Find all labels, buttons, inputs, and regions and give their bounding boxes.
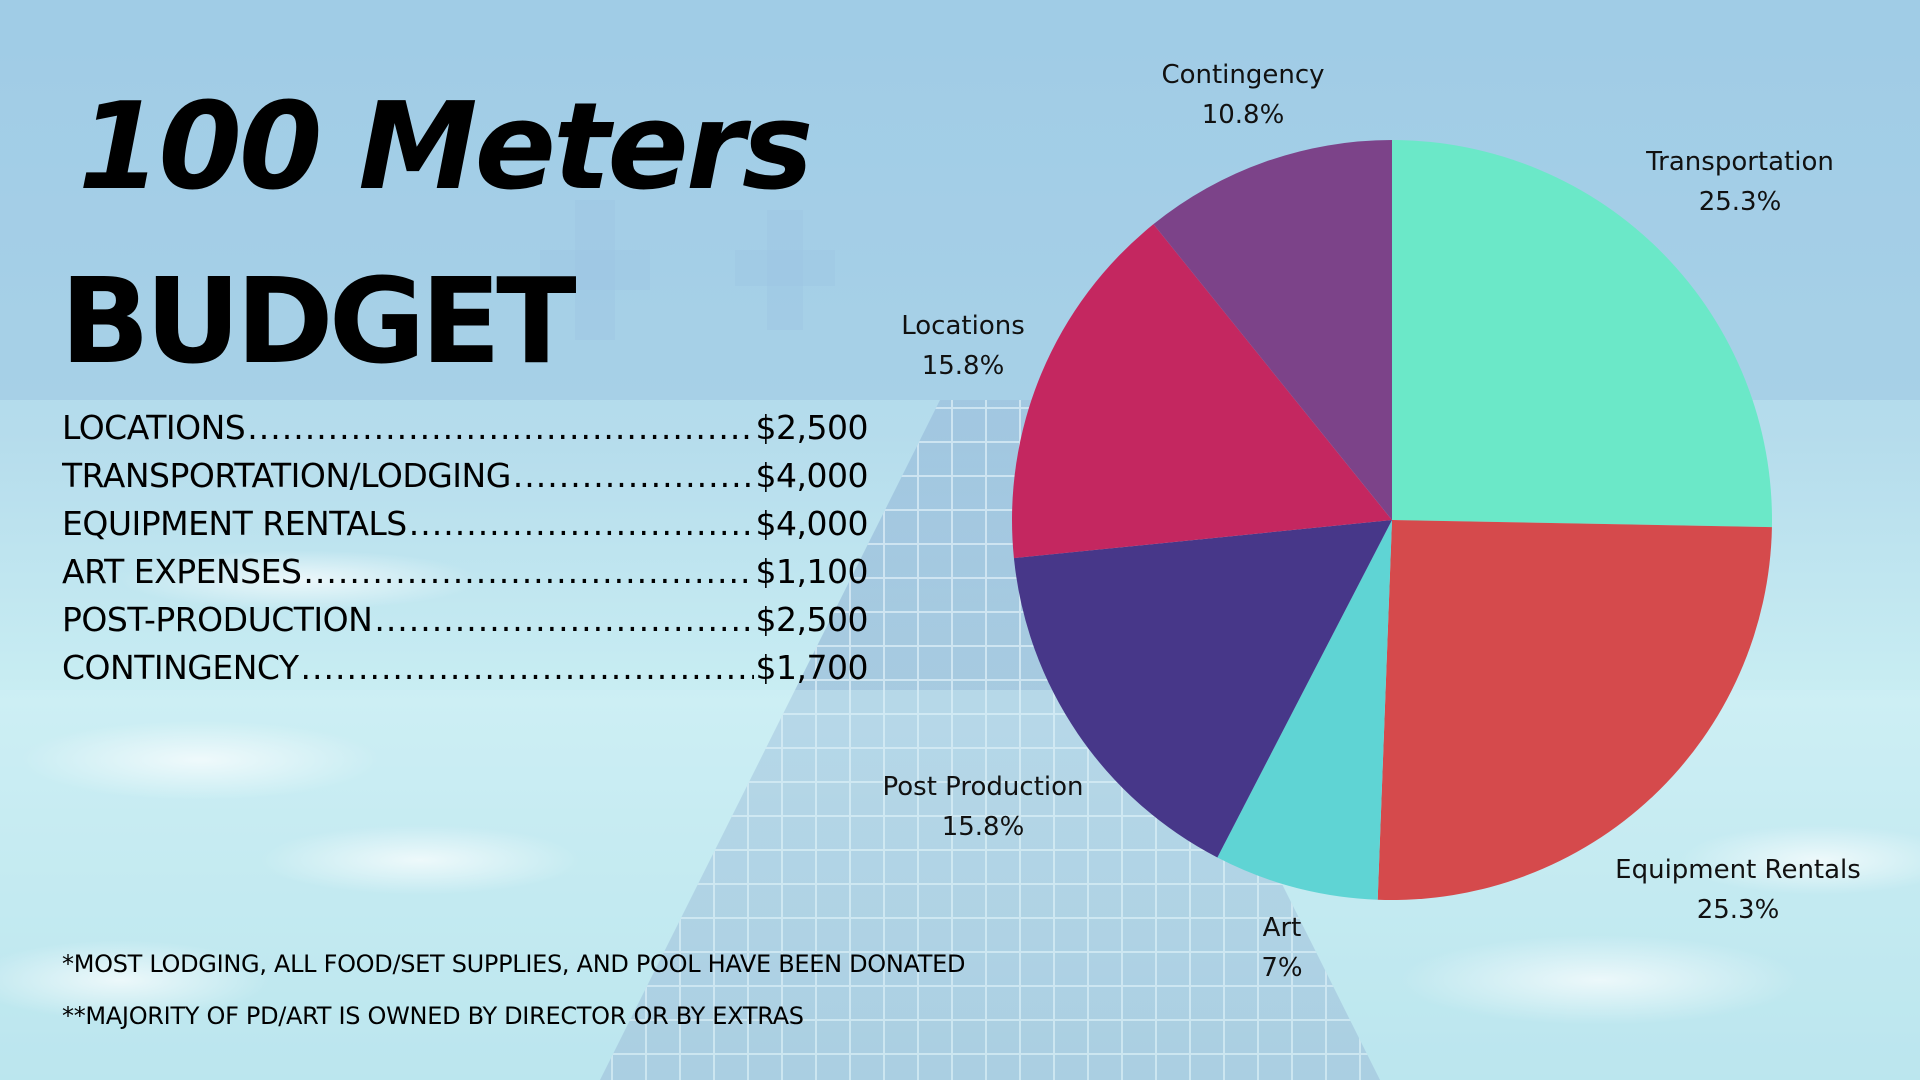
budget-item-equipment: EQUIPMENT RENTALS $4,000 bbox=[62, 504, 868, 552]
pie-label-transportation: Transportation bbox=[1645, 147, 1834, 177]
pie-slice-transportation bbox=[1392, 140, 1773, 528]
budget-item-label: POST-PRODUCTION bbox=[62, 600, 373, 639]
pie-slice-art bbox=[1217, 520, 1392, 900]
budget-item-amount: $1,700 bbox=[755, 648, 868, 687]
pie-label-equipment-rentals: Equipment Rentals bbox=[1615, 855, 1861, 885]
budget-item-amount: $4,000 bbox=[755, 456, 868, 495]
pie-value-post-production: 15.8% bbox=[942, 812, 1025, 842]
budget-item-contingency: CONTINGENCY $1,700 bbox=[62, 648, 868, 696]
pie-value-contingency: 10.8% bbox=[1202, 100, 1285, 130]
budget-item-amount: $2,500 bbox=[755, 600, 868, 639]
pie-slice-equipment-rentals bbox=[1377, 520, 1772, 900]
budget-item-amount: $4,000 bbox=[755, 504, 868, 543]
pie-value-equipment-rentals: 25.3% bbox=[1697, 895, 1780, 925]
budget-item-label: EQUIPMENT RENTALS bbox=[62, 504, 407, 543]
pie-label-contingency: Contingency bbox=[1161, 60, 1324, 90]
budget-item-art: ART EXPENSES $1,100 bbox=[62, 552, 868, 600]
pie-slice-post-production bbox=[1013, 520, 1392, 858]
pie-slice-locations bbox=[1012, 224, 1392, 559]
budget-item-label: ART EXPENSES bbox=[62, 552, 302, 591]
budget-list: LOCATIONS $2,500 TRANSPORTATION/LODGING … bbox=[62, 408, 868, 696]
pie-label-art: Art bbox=[1263, 913, 1302, 943]
pie-value-art: 7% bbox=[1261, 953, 1302, 983]
budget-item-amount: $1,100 bbox=[755, 552, 868, 591]
budget-item-locations: LOCATIONS $2,500 bbox=[62, 408, 868, 456]
pie-label-locations: Locations bbox=[901, 311, 1025, 341]
pie-value-transportation: 25.3% bbox=[1699, 187, 1782, 217]
footnote-donations: *MOST LODGING, ALL FOOD/SET SUPPLIES, AN… bbox=[62, 950, 966, 978]
budget-item-transportation: TRANSPORTATION/LODGING $4,000 bbox=[62, 456, 868, 504]
pie-label-post-production: Post Production bbox=[883, 772, 1084, 802]
page-subtitle: BUDGET bbox=[60, 252, 577, 390]
budget-item-label: LOCATIONS bbox=[62, 408, 246, 447]
budget-item-post-production: POST-PRODUCTION $2,500 bbox=[62, 600, 868, 648]
budget-item-label: TRANSPORTATION/LODGING bbox=[62, 456, 511, 495]
pie-slice-contingency bbox=[1153, 140, 1392, 520]
pie-value-locations: 15.8% bbox=[922, 351, 1005, 381]
budget-item-label: CONTINGENCY bbox=[62, 648, 299, 687]
budget-item-amount: $2,500 bbox=[755, 408, 868, 447]
footnote-ownership: **MAJORITY OF PD/ART IS OWNED BY DIRECTO… bbox=[62, 1002, 804, 1030]
page-title: 100 Meters bbox=[78, 78, 813, 217]
